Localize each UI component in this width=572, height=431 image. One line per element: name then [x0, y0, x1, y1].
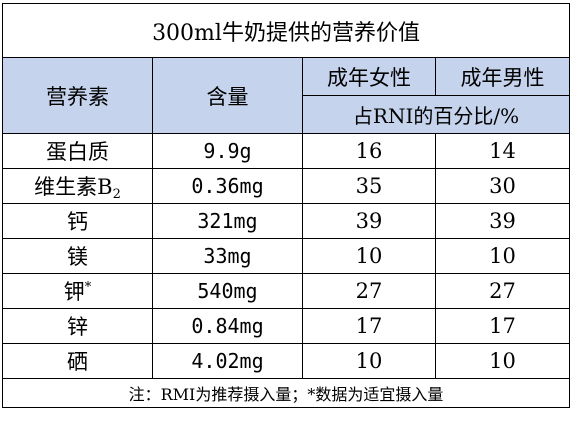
table-footnote: 注：RMI为推荐摄入量；*数据为适宜摄入量	[1, 378, 571, 408]
table-row: 蛋白质 9.9g 16 14	[2, 133, 571, 169]
nutrient-name: 钙	[2, 203, 153, 239]
amount-cell: 0.36mg	[152, 168, 303, 204]
amount-cell: 33mg	[152, 238, 303, 274]
table-row: 锌 0.84mg 17 17	[2, 308, 571, 344]
male-pct-cell: 30	[434, 168, 571, 204]
male-pct-cell: 10	[434, 238, 571, 274]
nutrient-name: 镁	[2, 238, 153, 274]
subscript: 2	[112, 187, 121, 202]
female-pct-cell: 27	[302, 273, 436, 309]
header-amount: 含量	[152, 57, 303, 134]
nutrient-name: 蛋白质	[2, 133, 153, 169]
asterisk-mark: *	[84, 280, 92, 295]
nutrition-table-container: 300ml牛奶提供的营养价值 营养素 含量 成年女性 成年男性 占RNI的百分比…	[1, 3, 571, 408]
amount-cell: 321mg	[152, 203, 303, 239]
header-male: 成年男性	[434, 57, 571, 96]
nutrient-name: 硒	[2, 343, 153, 379]
female-pct-cell: 10	[302, 343, 436, 379]
male-pct-cell: 39	[434, 203, 571, 239]
nutrient-name: 维生素B2	[2, 168, 153, 204]
table-row: 硒 4.02mg 10 10	[2, 343, 571, 379]
header-nutrient: 营养素	[2, 57, 153, 134]
female-pct-cell: 16	[302, 133, 436, 169]
male-pct-cell: 10	[434, 343, 571, 379]
female-pct-cell: 35	[302, 168, 436, 204]
table-row: 维生素B2 0.36mg 35 30	[2, 168, 571, 204]
male-pct-cell: 17	[434, 308, 571, 344]
nutrition-table: 300ml牛奶提供的营养价值 营养素 含量 成年女性 成年男性 占RNI的百分比…	[1, 3, 571, 408]
table-row: 钙 321mg 39 39	[2, 203, 571, 239]
male-pct-cell: 14	[434, 133, 571, 169]
female-pct-cell: 10	[302, 238, 436, 274]
amount-cell: 540mg	[152, 273, 303, 309]
table-row: 钾* 540mg 27 27	[2, 273, 571, 309]
nutrient-name: 锌	[2, 308, 153, 344]
amount-cell: 9.9g	[152, 133, 303, 169]
header-rni: 占RNI的百分比/%	[301, 95, 571, 134]
table-title: 300ml牛奶提供的营养价值	[1, 3, 571, 58]
female-pct-cell: 39	[302, 203, 436, 239]
female-pct-cell: 17	[302, 308, 436, 344]
header-female: 成年女性	[302, 57, 436, 96]
table-row: 镁 33mg 10 10	[2, 238, 571, 274]
amount-cell: 4.02mg	[152, 343, 303, 379]
nutrient-name: 钾*	[2, 273, 153, 309]
male-pct-cell: 27	[434, 273, 571, 309]
amount-cell: 0.84mg	[152, 308, 303, 344]
